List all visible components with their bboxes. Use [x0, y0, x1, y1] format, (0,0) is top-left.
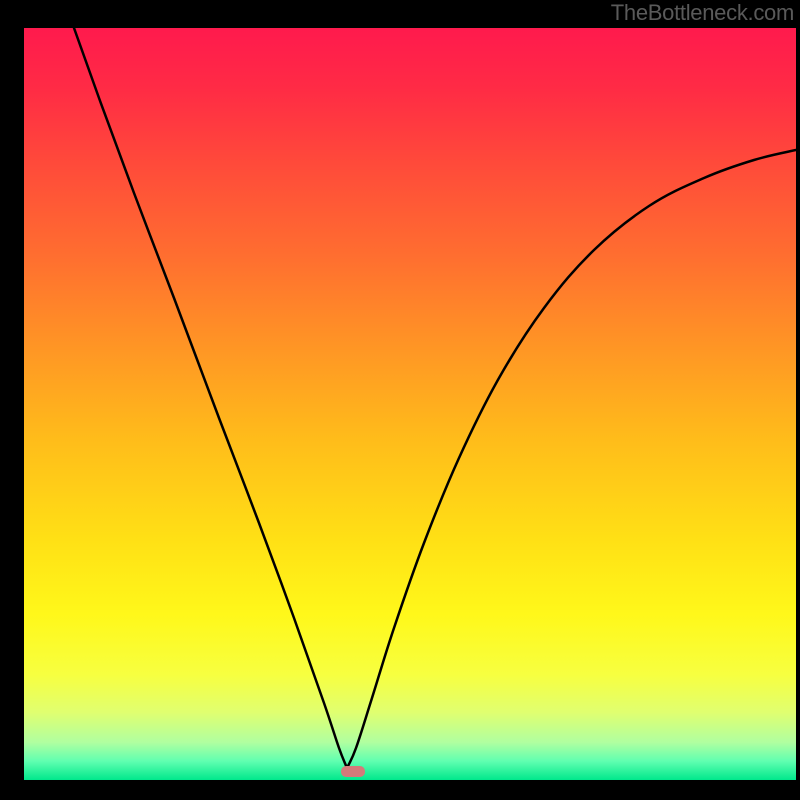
gradient-background — [24, 28, 796, 780]
dip-marker — [341, 766, 365, 777]
chart-plot-area — [24, 28, 796, 780]
watermark-text: TheBottleneck.com — [611, 0, 794, 26]
chart-svg — [24, 28, 796, 780]
